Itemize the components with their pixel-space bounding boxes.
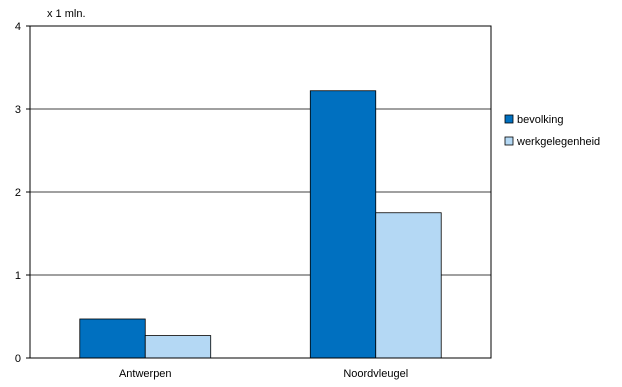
y-tick-label: 0: [15, 353, 21, 365]
x-axis-ticks: Antwerpen Noordvleugel: [119, 368, 408, 380]
legend-swatch-werkgelegenheid: [504, 136, 514, 146]
bar-werkgelegenheid-noordvleugel: [375, 212, 442, 359]
bar-werkgelegenheid-antwerpen: [144, 335, 212, 359]
legend-label-werkgelegenheid: werkgelegenheid: [516, 136, 600, 148]
legend-label-bevolking: bevolking: [517, 114, 563, 126]
y-axis-ticks: 0 1 2 3 4: [15, 21, 30, 365]
legend-item-bevolking: bevolking: [504, 114, 563, 126]
y-tick-label: 4: [15, 21, 21, 33]
bars: [79, 90, 442, 359]
legend-item-werkgelegenheid: werkgelegenheid: [504, 136, 600, 148]
y-tick-label: 1: [15, 270, 21, 282]
bar-bevolking-noordvleugel: [309, 90, 377, 359]
x-tick-label-noordvleugel: Noordvleugel: [343, 368, 408, 380]
bar-bevolking-antwerpen: [79, 318, 146, 359]
legend: bevolking werkgelegenheid: [504, 114, 600, 148]
legend-swatch-bevolking: [504, 114, 514, 124]
y-tick-label: 2: [15, 187, 21, 199]
x-tick-label-antwerpen: Antwerpen: [119, 368, 172, 380]
y-unit-label: x 1 mln.: [47, 8, 86, 20]
y-tick-label: 3: [15, 104, 21, 116]
